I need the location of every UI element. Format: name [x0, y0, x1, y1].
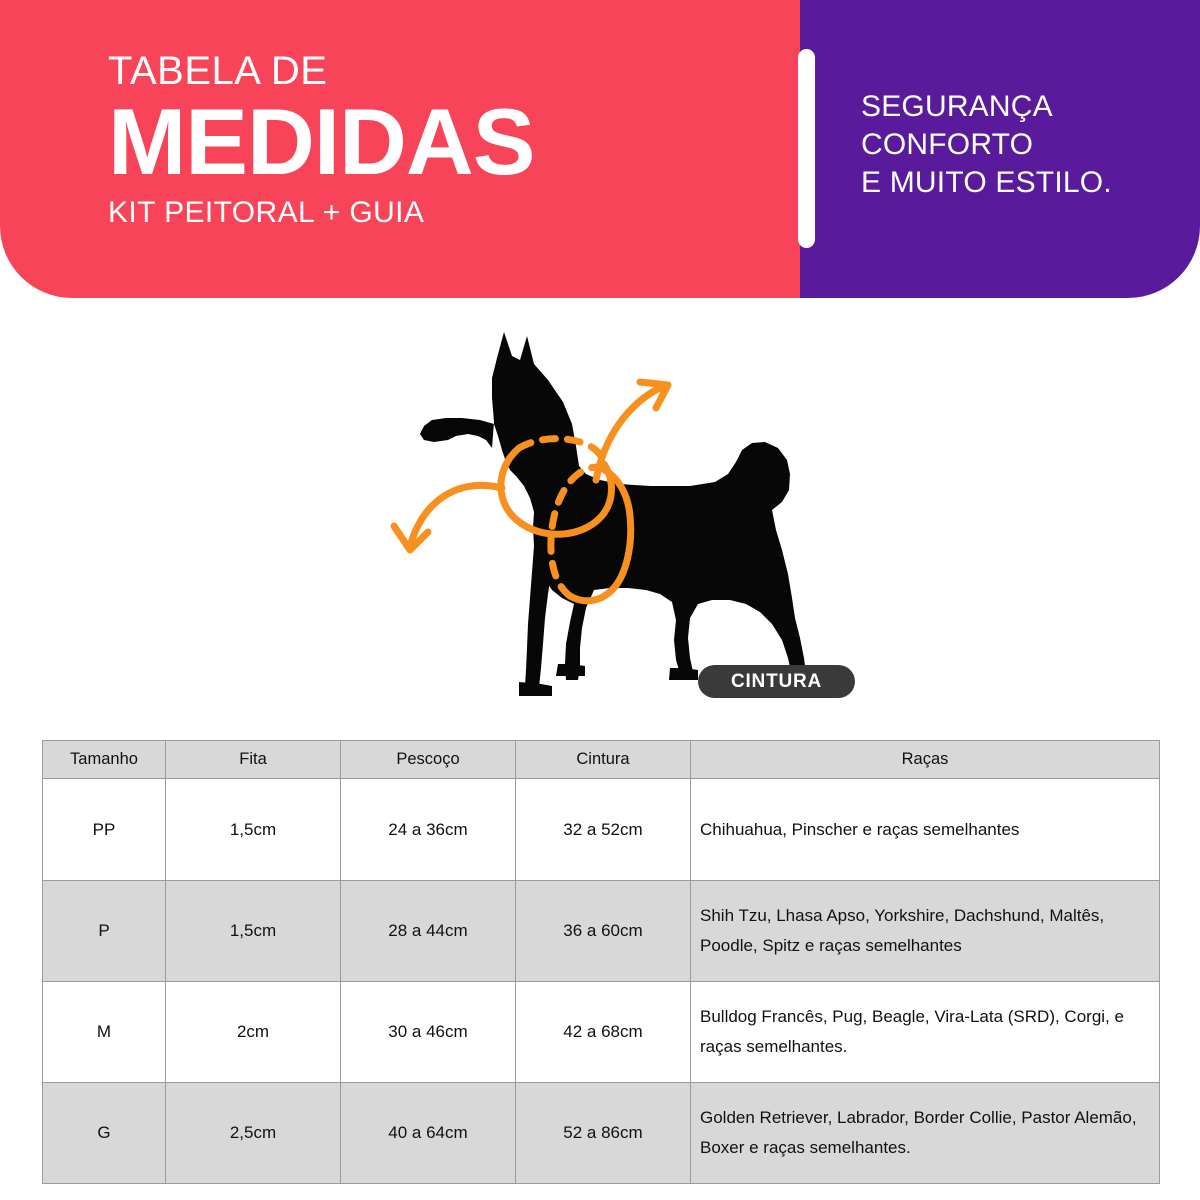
header-purple-panel: [800, 0, 1200, 298]
waist-arrow-head: [636, 378, 672, 412]
cell-size: P: [42, 880, 166, 982]
cell-racas: Golden Retriever, Labrador, Border Colli…: [690, 1082, 1160, 1184]
dog-silhouette-icon: [420, 332, 814, 696]
neck-measure-loop-solid: [497, 444, 615, 538]
page-title-block: TABELA DE MEDIDAS KIT PEITORAL + GUIA: [108, 48, 768, 232]
col-header-pescoco: Pescoço: [340, 740, 516, 779]
table-header-row: Tamanho Fita Pescoço Cintura Raças: [42, 740, 1160, 779]
cell-size: PP: [42, 778, 166, 881]
dog-illustration: CINTURA PESCOÇO: [0, 298, 1200, 908]
tagline-line-2: CONFORTO: [861, 128, 1034, 161]
col-header-fita: Fita: [165, 740, 341, 779]
header-divider-bar: [798, 49, 815, 248]
cell-fita: 2cm: [165, 981, 341, 1083]
cell-pescoco: 40 a 64cm: [340, 1082, 516, 1184]
cell-fita: 2,5cm: [165, 1082, 341, 1184]
cell-racas: Shih Tzu, Lhasa Apso, Yorkshire, Dachshu…: [690, 880, 1160, 982]
size-table: Tamanho Fita Pescoço Cintura Raças PP 1,…: [42, 740, 1160, 1184]
waist-measure-loop-solid: [566, 464, 635, 605]
col-header-racas: Raças: [690, 740, 1160, 779]
cell-cintura: 52 a 86cm: [515, 1082, 691, 1184]
page-title: MEDIDAS: [108, 89, 535, 194]
cell-pescoco: 30 a 46cm: [340, 981, 516, 1083]
tagline-line-1: SEGURANÇA: [861, 90, 1053, 123]
tagline-block: SEGURANÇA CONFORTO E MUITO ESTILO.: [861, 88, 1191, 202]
table-row: PP 1,5cm 24 a 36cm 32 a 52cm Chihuahua, …: [42, 778, 1160, 881]
table-row: M 2cm 30 a 46cm 42 a 68cm Bulldog Francê…: [42, 981, 1160, 1083]
dog-diagram-svg: [390, 332, 814, 696]
cell-pescoco: 28 a 44cm: [340, 880, 516, 982]
cell-pescoco: 24 a 36cm: [340, 778, 516, 881]
waist-measure-loop-dashed: [547, 463, 605, 600]
cell-racas: Chihuahua, Pinscher e raças semelhantes: [690, 778, 1160, 881]
cell-cintura: 36 a 60cm: [515, 880, 691, 982]
cell-cintura: 32 a 52cm: [515, 778, 691, 881]
neck-arrow-line: [406, 481, 506, 550]
title-line-1: TABELA DE: [108, 49, 328, 93]
cell-size: M: [42, 981, 166, 1083]
cell-racas: Bulldog Francês, Pug, Beagle, Vira-Lata …: [690, 981, 1160, 1083]
cell-fita: 1,5cm: [165, 880, 341, 982]
header-red-panel: [0, 0, 802, 298]
table-row: G 2,5cm 40 a 64cm 52 a 86cm Golden Retri…: [42, 1082, 1160, 1184]
cell-fita: 1,5cm: [165, 778, 341, 881]
col-header-cintura: Cintura: [515, 740, 691, 779]
title-subtitle: KIT PEITORAL + GUIA: [108, 196, 425, 229]
col-header-tamanho: Tamanho: [42, 740, 166, 779]
tagline-line-3: E MUITO ESTILO.: [861, 166, 1112, 199]
label-cintura: CINTURA: [698, 665, 855, 698]
dog-tail-hole: [708, 454, 728, 474]
cell-size: G: [42, 1082, 166, 1184]
cell-cintura: 42 a 68cm: [515, 981, 691, 1083]
waist-arrow-line: [592, 382, 668, 484]
table-row: P 1,5cm 28 a 44cm 36 a 60cm Shih Tzu, Lh…: [42, 880, 1160, 982]
neck-arrow-head: [390, 522, 432, 554]
header-banner: TABELA DE MEDIDAS KIT PEITORAL + GUIA SE…: [0, 0, 1200, 298]
